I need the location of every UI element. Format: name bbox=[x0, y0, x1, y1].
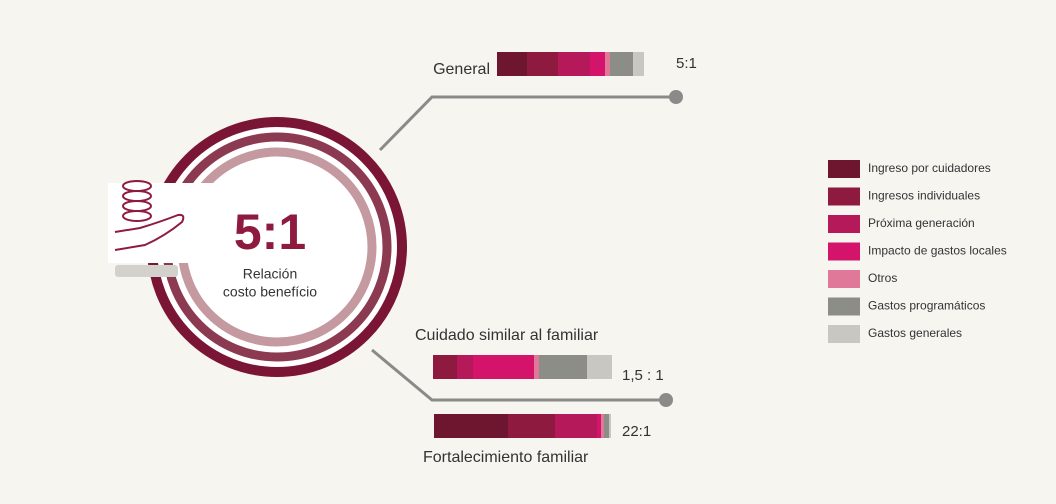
bar-segment bbox=[539, 355, 587, 379]
legend-swatch bbox=[828, 187, 860, 206]
ratio-label: 1,5 : 1 bbox=[622, 367, 664, 384]
bar-segment bbox=[434, 414, 508, 438]
bar-segment bbox=[605, 52, 610, 76]
bar-segment bbox=[508, 414, 555, 438]
legend-label: Gastos generales bbox=[868, 326, 962, 340]
icon-panel bbox=[108, 183, 248, 263]
connector bbox=[371, 348, 666, 402]
bar-segment bbox=[473, 355, 534, 379]
center-label: Relación bbox=[243, 266, 297, 282]
hand-coins-icon bbox=[114, 180, 185, 251]
bar-label: Fortalecimiento familiar bbox=[423, 449, 589, 466]
bar-segment bbox=[610, 52, 633, 76]
legend-swatch bbox=[828, 160, 860, 178]
center-value: 5:1 bbox=[234, 204, 306, 260]
center-label: costo benefício bbox=[223, 284, 317, 300]
bar-segment bbox=[555, 414, 597, 438]
bar-segment bbox=[633, 52, 644, 76]
icon-base bbox=[115, 265, 178, 277]
bar-label: General bbox=[433, 61, 490, 78]
connector-dot bbox=[659, 393, 673, 407]
legend-label: Gastos programáticos bbox=[868, 299, 985, 313]
bar-segment bbox=[497, 52, 527, 76]
bar-segment bbox=[590, 52, 605, 76]
legend-label: Ingresos individuales bbox=[868, 189, 980, 203]
legend-swatch bbox=[828, 215, 860, 233]
bar-segment bbox=[527, 52, 558, 76]
ratio-label: 22:1 bbox=[622, 423, 651, 440]
legend-swatch bbox=[828, 297, 860, 316]
legend-label: Impacto de gastos locales bbox=[868, 244, 1007, 258]
ratio-label: 5:1 bbox=[676, 55, 697, 72]
legend-swatch bbox=[828, 270, 860, 288]
legend-label: Próxima generación bbox=[868, 216, 975, 230]
legend-swatch bbox=[828, 325, 860, 343]
connector-dot bbox=[669, 90, 683, 104]
legend-label: Ingreso por cuidadores bbox=[868, 161, 991, 175]
bar-segment bbox=[558, 52, 590, 76]
legend-swatch bbox=[828, 242, 860, 261]
legend-label: Otros bbox=[868, 271, 897, 285]
bar-segment bbox=[587, 355, 612, 379]
bar-segment bbox=[609, 414, 611, 438]
bar-segment bbox=[433, 355, 457, 379]
bar-segment bbox=[597, 414, 601, 438]
bar-label: Cuidado similar al familiar bbox=[415, 327, 599, 344]
bar-segment bbox=[457, 355, 473, 379]
bar-segment bbox=[601, 414, 604, 438]
connector bbox=[378, 95, 676, 152]
bar-segment bbox=[604, 414, 609, 438]
bar-segment bbox=[534, 355, 539, 379]
